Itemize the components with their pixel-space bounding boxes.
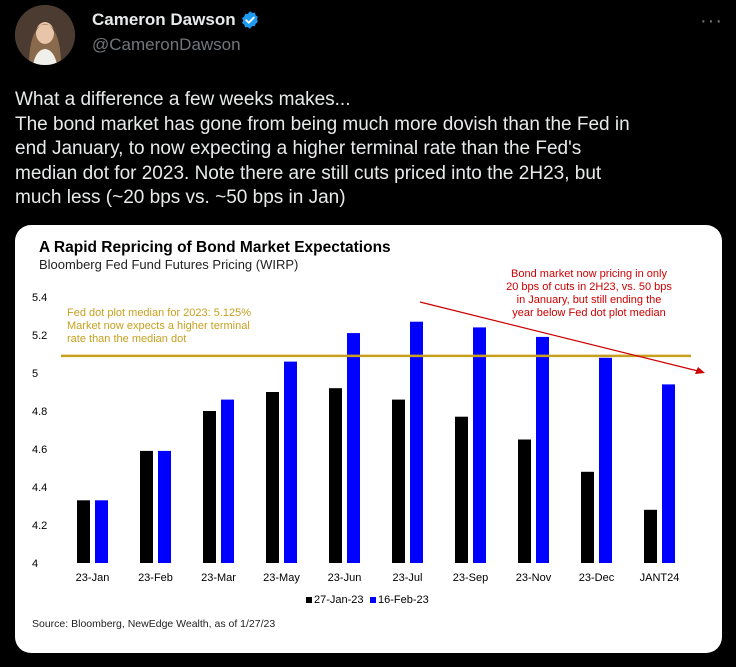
bar-feb16-JANT24 bbox=[662, 384, 675, 563]
bar-jan27-23-Jul bbox=[392, 399, 405, 563]
legend-label-series2: 16-Feb-23 bbox=[378, 594, 429, 606]
bars-group bbox=[77, 321, 675, 563]
x-tick-label: 23-Dec bbox=[579, 572, 615, 584]
tweet-text-line: much less (~20 bps vs. ~50 bps in Jan) bbox=[15, 187, 346, 208]
chart-subtitle: Bloomberg Fed Fund Futures Pricing (WIRP… bbox=[39, 257, 298, 272]
chart-image[interactable]: A Rapid Repricing of Bond Market Expecta… bbox=[15, 225, 722, 653]
legend-label-series1: 27-Jan-23 bbox=[314, 594, 364, 606]
bar-jan27-23-May bbox=[266, 392, 279, 563]
y-tick-label: 5.4 bbox=[32, 292, 47, 304]
more-options-icon[interactable]: ··· bbox=[700, 10, 723, 32]
legend-swatch-series1 bbox=[306, 597, 312, 603]
tweet-text: What a difference a few weeks makes... T… bbox=[15, 88, 725, 211]
tweet-text-line: What a difference a few weeks makes... bbox=[15, 89, 351, 110]
red-annotation-line: 20 bps of cuts in 2H23, vs. 50 bps bbox=[506, 281, 672, 293]
bar-jan27-23-Nov bbox=[518, 439, 531, 563]
bar-jan27-23-Jun bbox=[329, 388, 342, 563]
user-handle[interactable]: @CameronDawson bbox=[92, 35, 241, 54]
gold-annotation-line: rate than the median dot bbox=[67, 333, 186, 345]
bar-feb16-23-Sep bbox=[473, 327, 486, 563]
y-axis: 4 4.2 4.4 4.6 4.8 5 5.2 5.4 bbox=[32, 292, 47, 570]
y-tick-label: 4.6 bbox=[32, 444, 47, 456]
bar-feb16-23-Mar bbox=[221, 399, 234, 563]
bar-feb16-23-Jan bbox=[95, 500, 108, 563]
y-tick-label: 4.8 bbox=[32, 406, 47, 418]
x-tick-label: 23-Jun bbox=[328, 572, 362, 584]
tweet-text-line: end January, to now expecting a higher t… bbox=[15, 138, 582, 159]
display-name[interactable]: Cameron Dawson bbox=[92, 10, 236, 29]
author-name-row: Cameron Dawson bbox=[92, 10, 260, 30]
x-tick-label: 23-Feb bbox=[138, 572, 173, 584]
bar-feb16-23-Dec bbox=[599, 357, 612, 563]
bar-jan27-JANT24 bbox=[644, 509, 657, 563]
bar-jan27-23-Feb bbox=[140, 450, 153, 563]
chart-title: A Rapid Repricing of Bond Market Expecta… bbox=[39, 239, 391, 256]
y-tick-label: 4.4 bbox=[32, 482, 47, 494]
trend-arrow-icon bbox=[419, 301, 705, 374]
bar-jan27-23-Sep bbox=[455, 416, 468, 563]
red-annotation-line: Bond market now pricing in only bbox=[511, 268, 667, 280]
y-tick-label: 4.2 bbox=[32, 520, 47, 532]
avatar-photo bbox=[15, 5, 75, 65]
y-tick-label: 4 bbox=[32, 558, 38, 570]
bar-jan27-23-Dec bbox=[581, 471, 594, 563]
legend-swatch-series2 bbox=[370, 597, 376, 603]
chart-legend: 27-Jan-23 16-Feb-23 bbox=[306, 594, 429, 606]
x-tick-label: JANT24 bbox=[640, 572, 680, 584]
x-tick-label: 23-Sep bbox=[453, 572, 488, 584]
bar-jan27-23-Jan bbox=[77, 500, 90, 563]
tweet-text-line: median dot for 2023. Note there are stil… bbox=[15, 162, 602, 184]
bar-chart: A Rapid Repricing of Bond Market Expecta… bbox=[32, 239, 705, 630]
x-tick-label: 23-Mar bbox=[201, 572, 236, 584]
red-annotation-line: year below Fed dot plot median bbox=[512, 307, 665, 319]
y-tick-label: 5 bbox=[32, 368, 38, 380]
gold-annotation: Fed dot plot median for 2023: 5.125% Mar… bbox=[67, 307, 251, 345]
x-axis: 23-Jan 23-Feb 23-Mar 23-May 23-Jun 23-Jul 23-S… bbox=[76, 572, 680, 584]
x-tick-label: 23-Nov bbox=[516, 572, 552, 584]
tweet-text-line: The bond market has gone from being much… bbox=[15, 113, 630, 135]
gold-annotation-line: Market now expects a higher terminal bbox=[67, 320, 250, 332]
x-tick-label: 23-May bbox=[263, 572, 300, 584]
bar-feb16-23-Feb bbox=[158, 450, 171, 563]
avatar[interactable] bbox=[15, 5, 75, 65]
verified-badge-icon bbox=[241, 11, 258, 29]
chart-source: Source: Bloomberg, NewEdge Wealth, as of… bbox=[32, 618, 275, 630]
red-annotation: Bond market now pricing in only 20 bps o… bbox=[506, 268, 672, 319]
bar-feb16-23-Jul bbox=[410, 321, 423, 563]
y-tick-label: 5.2 bbox=[32, 330, 47, 342]
x-tick-label: 23-Jan bbox=[76, 572, 110, 584]
gold-annotation-line: Fed dot plot median for 2023: 5.125% bbox=[67, 307, 251, 319]
red-annotation-line: in January, but still ending the bbox=[517, 294, 662, 306]
bar-feb16-23-Jun bbox=[347, 333, 360, 563]
bar-feb16-23-May bbox=[284, 361, 297, 563]
bar-jan27-23-Mar bbox=[203, 411, 216, 563]
x-tick-label: 23-Jul bbox=[393, 572, 423, 584]
bar-feb16-23-Nov bbox=[536, 336, 549, 563]
